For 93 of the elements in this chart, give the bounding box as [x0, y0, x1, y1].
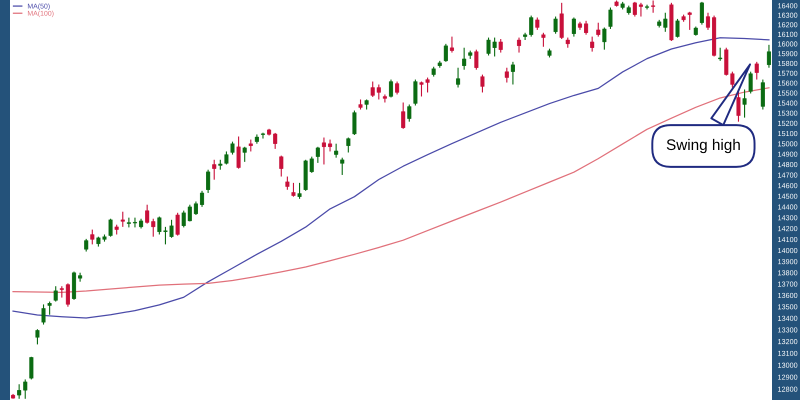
candlestick: [340, 157, 344, 176]
candlestick: [200, 190, 204, 208]
candlestick: [413, 79, 418, 106]
candlestick: [419, 80, 424, 98]
candlestick: [766, 44, 771, 68]
candlestick: [316, 146, 320, 164]
candlestick: [456, 67, 460, 88]
candlestick: [742, 88, 747, 118]
candlestick: [322, 136, 326, 166]
candlestick: [291, 182, 296, 198]
candlestick: [328, 139, 332, 152]
candlestick: [700, 1, 704, 26]
candlestick: [279, 155, 284, 178]
candlestick: [554, 16, 558, 34]
candlestick: [230, 141, 235, 156]
candlestick: [566, 37, 570, 48]
candlestick: [480, 74, 484, 94]
candlestick: [157, 216, 162, 236]
candlestick: [334, 143, 338, 158]
candlestick: [41, 304, 46, 326]
candlestick: [486, 37, 491, 56]
candlestick: [474, 49, 478, 70]
candlestick: [541, 32, 546, 48]
candlestick: [590, 36, 594, 52]
candlestick: [242, 146, 247, 162]
candlestick: [90, 229, 94, 245]
candlestick: [675, 18, 680, 38]
candlestick: [444, 43, 448, 62]
candlestick: [572, 16, 576, 38]
candlestick: [84, 238, 88, 252]
candlestick: [638, 2, 643, 18]
candlestick: [718, 47, 722, 62]
candlestick: [388, 79, 394, 98]
candlestick: [48, 301, 52, 316]
candlestick: [163, 226, 168, 245]
line-series: [12, 37, 770, 319]
annotation: Swing high: [666, 138, 740, 154]
candlestick: [139, 218, 144, 230]
candlestick: [96, 236, 100, 248]
candlestick: [364, 98, 369, 110]
candlestick: [132, 217, 138, 228]
line-series: [12, 87, 770, 293]
candlestick: [108, 218, 113, 238]
candlestick: [498, 38, 503, 54]
candlestick: [516, 37, 522, 54]
candlestick: [450, 36, 454, 54]
candlestick: [602, 26, 606, 50]
candlestick: [66, 282, 70, 308]
candlestick: [224, 150, 228, 166]
candlestick: [212, 159, 216, 180]
candlestick: [60, 286, 64, 298]
candlestick: [407, 104, 412, 122]
candlestick: [651, 0, 656, 14]
candlestick: [535, 16, 540, 30]
candlestick: [298, 182, 302, 200]
candlestick: [584, 20, 588, 36]
candlestick: [754, 61, 759, 80]
candlestick: [120, 211, 125, 228]
candlestick: [401, 102, 406, 130]
candlestick: [462, 47, 466, 70]
candlestick: [596, 22, 600, 38]
candlestick: [170, 219, 174, 238]
candlestick: [560, 2, 564, 40]
candlestick: [29, 356, 34, 380]
candlestick: [694, 26, 698, 36]
candlestick: [248, 139, 253, 152]
candlestick: [346, 136, 350, 154]
candlestick: [510, 61, 515, 86]
candlestick: [176, 212, 180, 236]
candlestick: [35, 328, 40, 345]
candlestick: [760, 79, 765, 110]
candlestick: [285, 176, 290, 190]
candlestick: [432, 66, 436, 78]
candlestick: [218, 159, 222, 170]
candlestick: [352, 110, 356, 136]
candlestick: [126, 217, 131, 228]
candlestick: [273, 132, 278, 150]
candlestick: [748, 71, 753, 94]
candlestick: [492, 37, 497, 58]
candlestick: [395, 80, 400, 96]
candlestick: [194, 200, 198, 216]
candlestick: [688, 11, 692, 30]
candlestick: [236, 136, 241, 170]
candlestick: [608, 6, 612, 30]
candlestick: [706, 12, 710, 30]
candlestick: [254, 134, 259, 144]
candlestick: [114, 224, 119, 236]
candlestick: [206, 169, 210, 194]
candlestick: [54, 286, 58, 302]
candlestick: [358, 98, 363, 110]
candlestick: [426, 77, 430, 94]
candlestick: [632, 1, 637, 18]
candlestick: [504, 67, 509, 84]
